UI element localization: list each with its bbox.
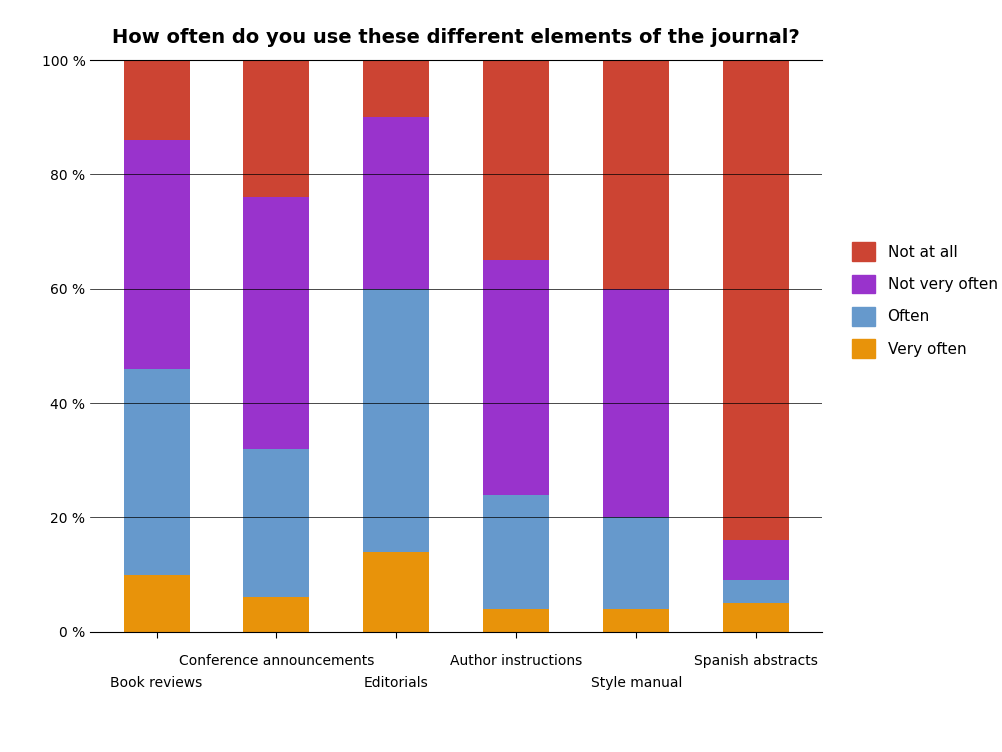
Bar: [722, 581, 789, 603]
Bar: [722, 603, 789, 632]
Bar: [483, 260, 549, 495]
Legend: Not at all, Not very often, Often, Very often: Not at all, Not very often, Often, Very …: [844, 235, 1002, 365]
Bar: [602, 60, 668, 289]
Bar: [123, 140, 189, 368]
Bar: [722, 60, 789, 540]
Bar: [363, 117, 429, 289]
Text: Spanish abstracts: Spanish abstracts: [693, 654, 818, 668]
Bar: [363, 552, 429, 632]
Bar: [243, 197, 310, 449]
Text: Author instructions: Author instructions: [450, 654, 582, 668]
Bar: [123, 60, 189, 140]
Bar: [483, 60, 549, 260]
Title: How often do you use these different elements of the journal?: How often do you use these different ele…: [112, 29, 800, 47]
Text: Style manual: Style manual: [590, 676, 681, 690]
Text: Conference announcements: Conference announcements: [178, 654, 374, 668]
Text: Book reviews: Book reviews: [110, 676, 202, 690]
Bar: [123, 575, 189, 632]
Bar: [483, 495, 549, 609]
Bar: [363, 289, 429, 552]
Bar: [243, 60, 310, 197]
Bar: [363, 60, 429, 117]
Text: Editorials: Editorials: [364, 676, 428, 690]
Bar: [602, 289, 668, 517]
Bar: [243, 449, 310, 597]
Bar: [243, 597, 310, 632]
Bar: [602, 609, 668, 632]
Bar: [602, 517, 668, 609]
Bar: [722, 540, 789, 581]
Bar: [123, 368, 189, 575]
Bar: [483, 609, 549, 632]
